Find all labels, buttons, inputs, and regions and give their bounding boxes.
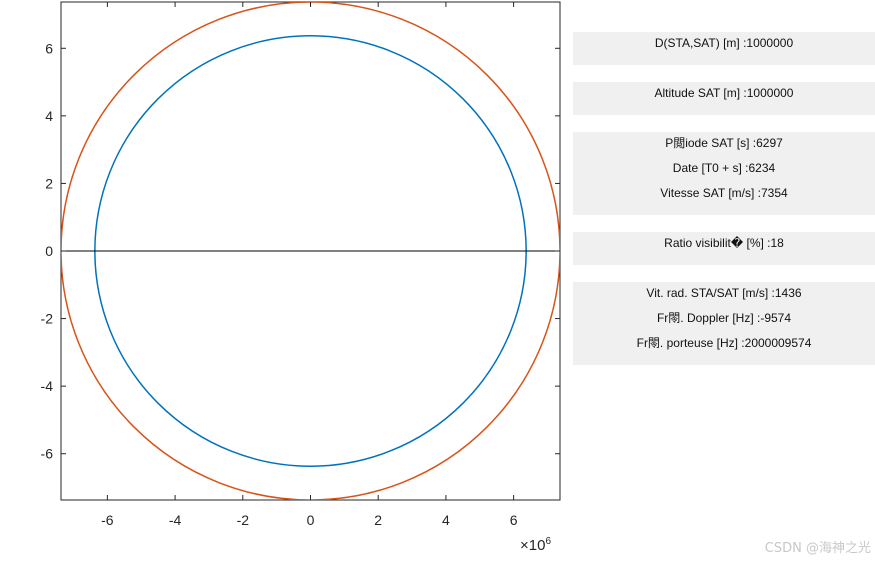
plot-area: -6 -4 -2 0 2 4 6 6 4 2 0 -2 -4 -6 ×106 <box>0 0 575 562</box>
distance-box: D(STA,SAT) [m] :1000000 <box>573 32 875 65</box>
y-tick-label: 4 <box>45 108 53 124</box>
ratio-text: Ratio visibilit� [%] :18 <box>664 236 784 250</box>
vitesse-text: Vitesse SAT [m/s] :7354 <box>660 186 788 200</box>
altitude-box: Altitude SAT [m] :1000000 <box>573 82 875 115</box>
x-axis-exponent-base: ×10 <box>520 537 546 554</box>
orbit-box: P閲iode SAT [s] :6297 Date [T0 + s] :6234… <box>573 132 875 215</box>
porteuse-text: Fr閝. porteuse [Hz] :2000009574 <box>636 336 812 350</box>
x-tick-label: -4 <box>169 512 182 528</box>
distance-text: D(STA,SAT) [m] :1000000 <box>654 36 794 50</box>
ratio-box: Ratio visibilit� [%] :18 <box>573 232 875 265</box>
orbit-plot[interactable]: -6 -4 -2 0 2 4 6 6 4 2 0 -2 -4 -6 <box>0 0 575 562</box>
y-tick-label: 0 <box>45 243 53 259</box>
date-text: Date [T0 + s] :6234 <box>672 161 776 175</box>
x-tick-label: 0 <box>307 512 315 528</box>
vit-rad-text: Vit. rad. STA/SAT [m/s] :1436 <box>646 286 802 300</box>
altitude-text: Altitude SAT [m] :1000000 <box>654 86 794 100</box>
periode-text: P閲iode SAT [s] :6297 <box>665 136 783 150</box>
x-tick-label: -2 <box>237 512 250 528</box>
y-tick-label: -2 <box>41 311 54 327</box>
y-tick-label: 6 <box>45 40 53 56</box>
x-axis-exponent: ×106 <box>520 536 551 554</box>
watermark: CSDN @海神之光 <box>764 541 871 556</box>
x-tick-label: -6 <box>101 512 114 528</box>
x-tick-label: 6 <box>510 512 518 528</box>
y-tick-label: 2 <box>45 175 53 191</box>
x-tick-label: 2 <box>374 512 382 528</box>
x-tick-label: 4 <box>442 512 450 528</box>
doppler-text: Fr閝. Doppler [Hz] :-9574 <box>656 311 792 325</box>
y-tick-label: -6 <box>41 446 54 462</box>
y-tick-label: -4 <box>41 378 54 394</box>
doppler-box: Vit. rad. STA/SAT [m/s] :1436 Fr閝. Doppl… <box>573 282 875 365</box>
x-axis-exponent-power: 6 <box>545 536 552 547</box>
info-panel: D(STA,SAT) [m] :1000000 Altitude SAT [m]… <box>573 0 875 562</box>
